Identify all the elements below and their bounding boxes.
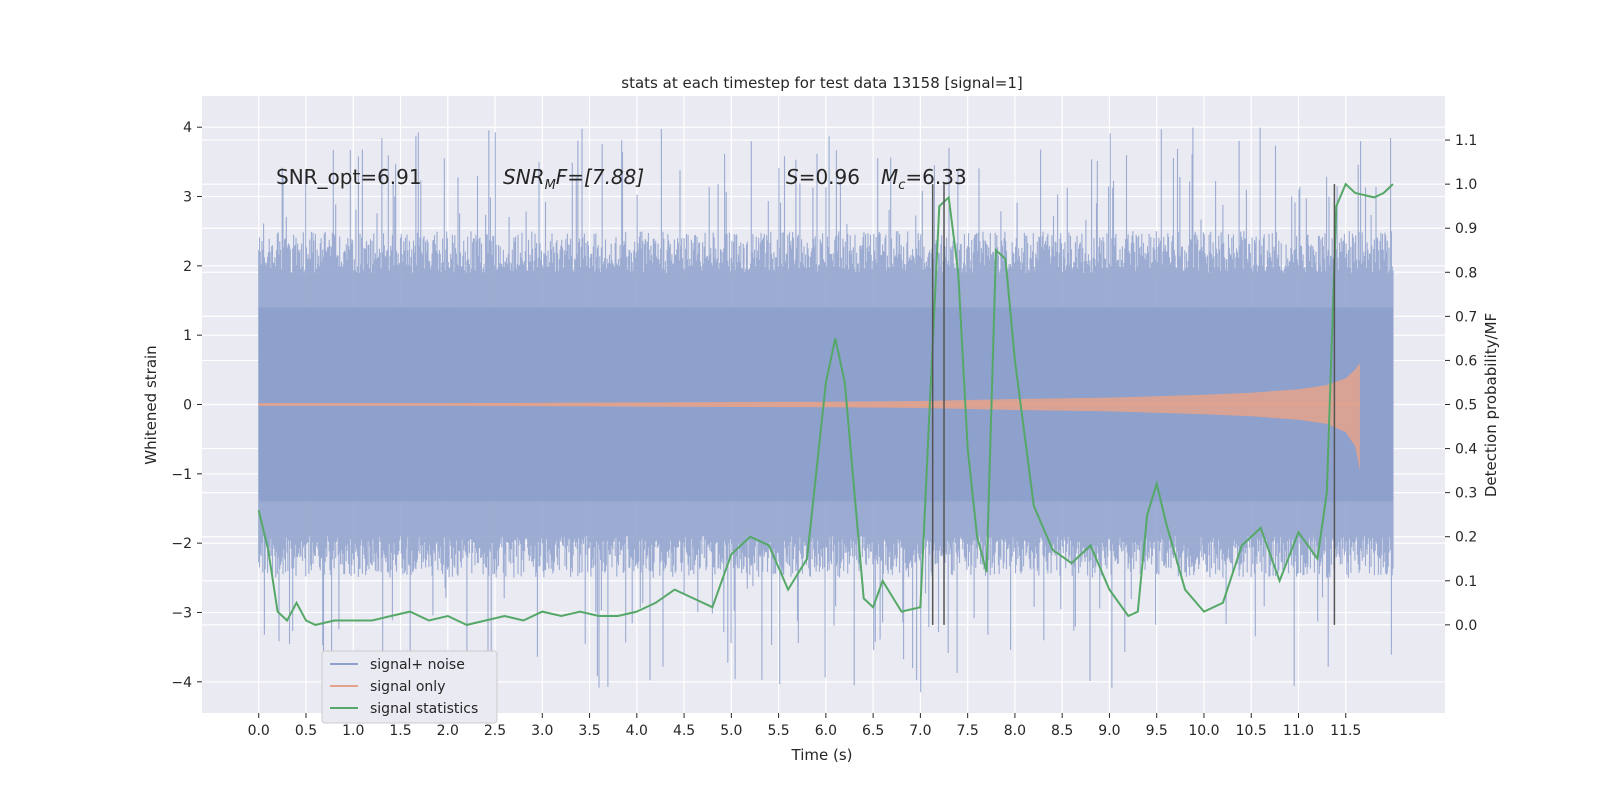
annotation-snr-mf-sub: M	[545, 178, 556, 193]
x-tick-label: 1.5	[389, 723, 411, 739]
y-right-tick-label: 0.4	[1455, 442, 1477, 458]
x-tick-label: 9.5	[1146, 723, 1168, 739]
annotation-mc: Mc=6.33	[881, 165, 967, 193]
x-axis-label: Time (s)	[791, 746, 853, 764]
x-tick-label: 8.0	[1004, 723, 1026, 739]
y-right-tick-label: 0.2	[1455, 530, 1477, 546]
ticks: 0.0 0.5 1.0 1.5 2.0 2.5 3.0 3.5 4.0 4.5 5.0 5.5 6.0 6…	[171, 120, 1477, 739]
x-tick-label: 2.5	[484, 723, 506, 739]
y-right-tick-label: 0.9	[1455, 221, 1477, 237]
y-right-tick-label: 0.7	[1455, 309, 1477, 325]
y-right-tick-label: 0.5	[1455, 398, 1477, 414]
x-tick-label: 2.0	[437, 723, 459, 739]
y-left-tick-label: 4	[183, 120, 192, 136]
y-axis-right-label: Detection probability/MF	[1482, 313, 1500, 497]
x-tick-label: 10.5	[1236, 723, 1267, 739]
x-tick-label: 11.5	[1330, 723, 1361, 739]
legend-box	[321, 650, 498, 724]
annotation-s-tail: =0.96	[799, 165, 860, 189]
chart-title: stats at each timestep for test data 131…	[621, 74, 1022, 92]
x-tick-label: 5.0	[720, 723, 742, 739]
y-left-tick-label: −4	[171, 675, 192, 691]
y-right-tick-label: 1.1	[1455, 133, 1477, 149]
y-left-tick-label: −3	[171, 605, 192, 621]
y-left-tick-label: 2	[183, 259, 192, 275]
x-tick-label: 11.0	[1283, 723, 1314, 739]
vertical-markers	[931, 184, 1336, 625]
legend-label-signal-only: signal only	[370, 679, 445, 695]
x-tick-label: 1.0	[342, 723, 364, 739]
x-tick-label: 8.5	[1051, 723, 1073, 739]
annotation-snr-opt: SNR_opt=6.91	[276, 165, 422, 189]
x-tick-label: 9.0	[1098, 723, 1120, 739]
x-tick-label: 6.5	[862, 723, 884, 739]
annotation-mc-sub: c	[898, 178, 905, 193]
y-axis-left-label: Whitened strain	[142, 345, 160, 464]
x-tick-label: 5.5	[767, 723, 789, 739]
x-tick-label: 4.5	[673, 723, 695, 739]
x-tick-label: 0.5	[295, 723, 317, 739]
annotation-s: S=0.96	[786, 165, 860, 189]
x-tick-label: 7.0	[909, 723, 931, 739]
x-tick-label: 0.0	[248, 723, 270, 739]
y-left-tick-label: −1	[171, 467, 192, 483]
y-right-tick-label: 0.3	[1455, 486, 1477, 502]
y-right-tick-label: 0.0	[1455, 618, 1477, 634]
y-left-tick-label: 3	[183, 190, 192, 206]
annotation-snr-mf-main: SNR	[503, 165, 545, 189]
y-left-tick-label: 0	[183, 398, 192, 414]
x-tick-label: 10.0	[1188, 723, 1219, 739]
y-right-tick-label: 1.0	[1455, 177, 1477, 193]
annotation-s-main: S	[786, 165, 799, 189]
x-tick-label: 6.0	[815, 723, 837, 739]
y-right-tick-label: 0.8	[1455, 265, 1477, 281]
x-tick-label: 4.0	[626, 723, 648, 739]
legend-label-signal-noise: signal+ noise	[370, 657, 465, 673]
y-left-tick-label: 1	[183, 328, 192, 344]
y-right-tick-label: 0.1	[1455, 574, 1477, 590]
x-tick-label: 3.0	[531, 723, 553, 739]
annotation-snr-mf-tail: F=[7.88]	[556, 165, 644, 189]
y-left-tick-label: −2	[171, 536, 192, 552]
signal-statistics-line	[257, 182, 1394, 626]
legend: signal+ noise signal only signal statist…	[321, 650, 498, 724]
annotation-mc-main: M	[881, 165, 898, 189]
legend-label-signal-statistics: signal statistics	[370, 701, 478, 717]
annotation-snr-mf: SNRMF=[7.88]	[503, 165, 644, 193]
signal-statistics-series	[257, 182, 1394, 626]
x-tick-label: 3.5	[578, 723, 600, 739]
y-right-tick-label: 0.6	[1455, 353, 1477, 369]
signal-only-series	[258, 362, 1360, 471]
x-tick-label: 7.5	[957, 723, 979, 739]
annotation-mc-tail: =6.33	[905, 165, 966, 189]
